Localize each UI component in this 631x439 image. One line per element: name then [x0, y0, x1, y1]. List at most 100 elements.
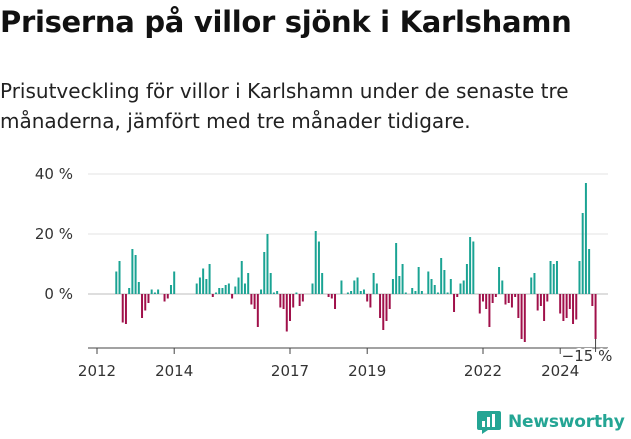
bar — [456, 294, 459, 297]
bar — [218, 288, 221, 294]
bar — [115, 271, 118, 294]
bar — [465, 264, 468, 294]
bar — [292, 294, 295, 308]
bar — [572, 294, 575, 324]
bar — [134, 255, 137, 294]
bar — [388, 294, 391, 309]
bar — [427, 271, 430, 294]
bar — [356, 277, 359, 294]
bar — [298, 294, 301, 306]
annotation-label: −15 % — [562, 347, 613, 365]
bar — [568, 294, 571, 309]
bar — [504, 294, 507, 305]
bar — [205, 279, 208, 294]
bar — [362, 289, 365, 294]
bar — [501, 280, 504, 294]
bar — [144, 294, 147, 311]
bar — [375, 283, 378, 294]
bar — [231, 294, 234, 299]
bar — [131, 249, 134, 294]
bar — [443, 270, 446, 294]
bar — [523, 294, 526, 342]
bar — [453, 294, 456, 312]
newsworthy-logo-icon — [477, 411, 501, 434]
bar — [594, 294, 597, 339]
bar — [372, 273, 375, 294]
bar — [420, 291, 423, 294]
bar — [147, 294, 150, 303]
bar — [459, 283, 462, 294]
bar — [169, 285, 172, 294]
bar — [141, 294, 144, 318]
bar — [575, 294, 578, 320]
bar — [398, 276, 401, 294]
x-tick-label: 2012 — [78, 362, 116, 380]
y-tick-label: 20 % — [35, 225, 73, 243]
bar — [157, 289, 160, 294]
bar — [414, 291, 417, 294]
bar — [469, 237, 472, 294]
bar — [395, 243, 398, 294]
bar — [118, 261, 121, 294]
bar — [237, 277, 240, 294]
bar — [247, 273, 250, 294]
bar — [385, 294, 388, 321]
bar — [555, 261, 558, 294]
bar — [282, 294, 285, 309]
bar — [449, 279, 452, 294]
bar — [240, 261, 243, 294]
bar — [137, 282, 140, 294]
bar — [285, 294, 288, 332]
bar — [520, 294, 523, 339]
bar — [401, 264, 404, 294]
bar — [124, 294, 127, 324]
bar — [562, 294, 565, 321]
bar — [536, 294, 539, 311]
bar — [539, 294, 542, 306]
x-tick-label: 2014 — [155, 362, 193, 380]
bar — [340, 280, 343, 294]
y-tick-label: 40 % — [35, 165, 73, 183]
bar — [234, 286, 237, 294]
bar — [382, 294, 385, 330]
bar — [510, 294, 513, 308]
bar — [588, 249, 591, 294]
bar — [195, 283, 198, 294]
bar — [379, 294, 382, 318]
bar — [198, 277, 201, 294]
bar — [224, 285, 227, 294]
bar — [266, 234, 269, 294]
bar — [517, 294, 520, 318]
bar — [485, 294, 488, 309]
bar — [121, 294, 124, 323]
bar — [404, 292, 407, 294]
bar — [417, 267, 420, 294]
bar — [507, 294, 510, 303]
bar — [552, 264, 555, 294]
bar — [581, 213, 584, 294]
bar — [260, 289, 263, 294]
bar — [543, 294, 546, 321]
bar — [346, 292, 349, 294]
chart-subtitle: Prisutveckling för villor i Karlshamn un… — [0, 79, 569, 133]
brand-logo[interactable]: Newsworthy — [476, 408, 625, 436]
bar — [533, 273, 536, 294]
bar — [359, 291, 362, 294]
bar — [494, 294, 497, 297]
bar — [163, 294, 166, 302]
bar — [478, 294, 481, 314]
bar — [578, 261, 581, 294]
bar — [334, 294, 337, 309]
bar — [317, 241, 320, 294]
bar — [263, 252, 266, 294]
bar — [321, 273, 324, 294]
bar — [584, 183, 587, 294]
bar — [215, 292, 218, 294]
bar — [565, 294, 568, 318]
bar — [311, 283, 314, 294]
y-tick-label: 0 % — [44, 285, 73, 303]
bar — [488, 294, 491, 327]
bar — [269, 273, 272, 294]
annotation-halo: −15 % — [562, 347, 613, 365]
bar — [314, 231, 317, 294]
